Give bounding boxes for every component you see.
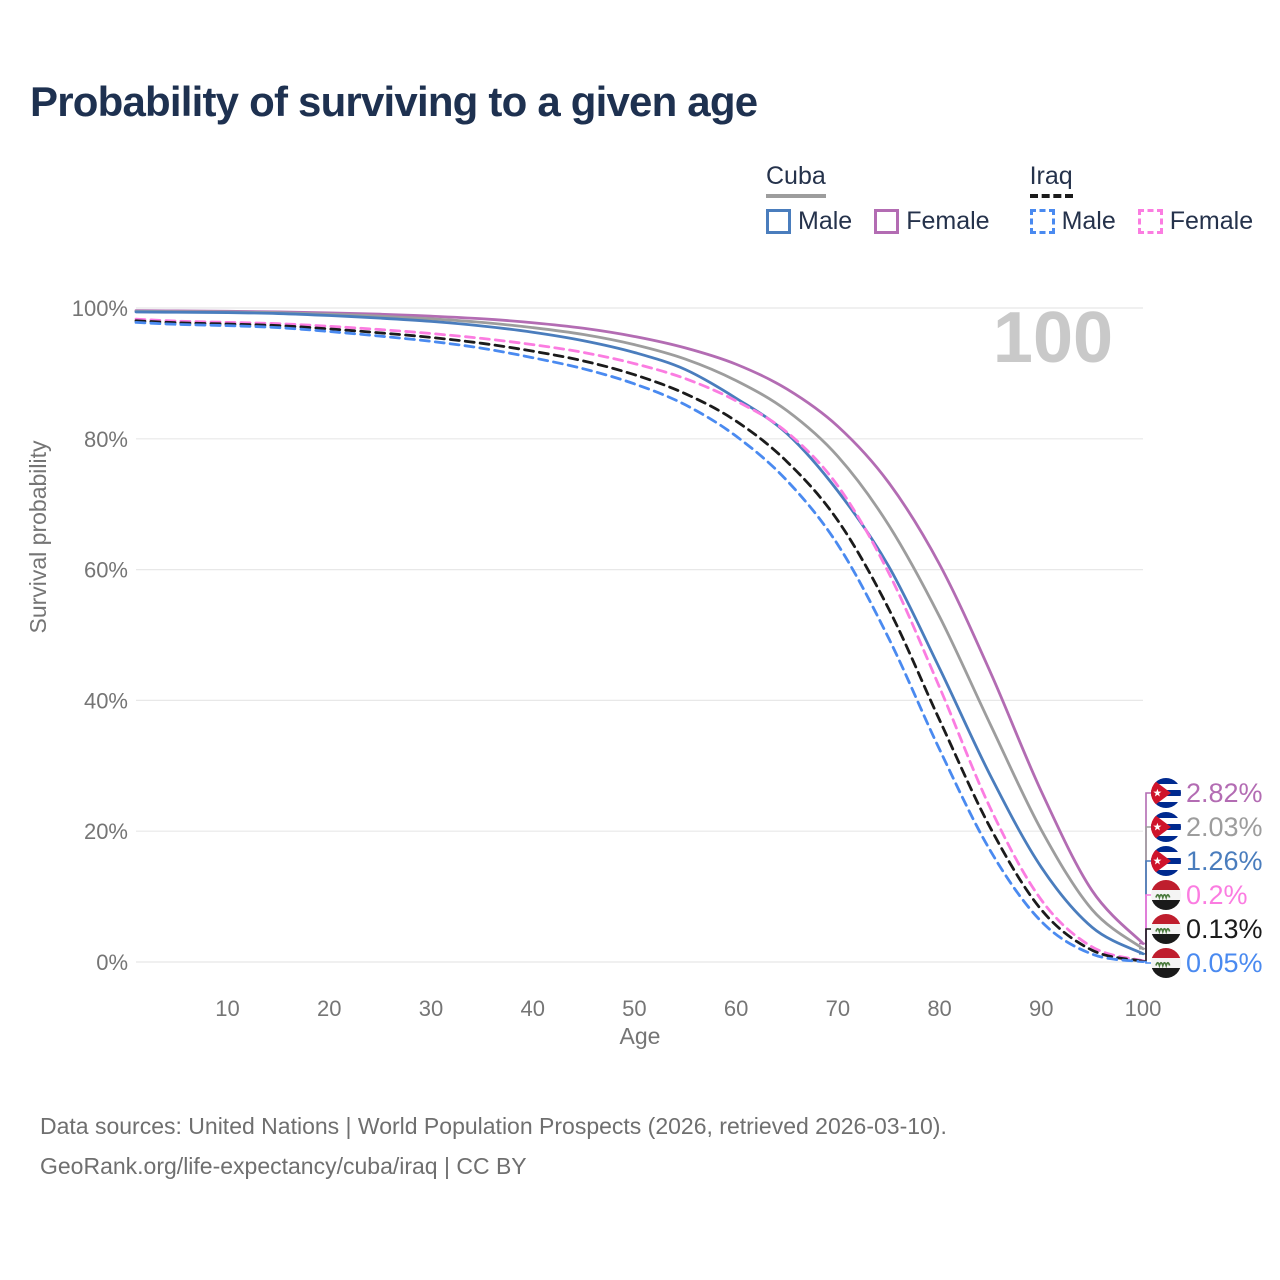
cuba-flag-icon [1151, 812, 1181, 842]
attribution-line: GeoRank.org/life-expectancy/cuba/iraq | … [40, 1153, 527, 1179]
data-sources-line: Data sources: United Nations | World Pop… [40, 1113, 947, 1139]
x-tick-50: 50 [622, 996, 646, 1021]
legend-group-cuba: Cuba Male Female [766, 162, 990, 236]
cuba-flag-icon [1151, 846, 1181, 876]
x-tick-10: 10 [215, 996, 239, 1021]
leader-line-iraq-female [1139, 894, 1151, 962]
y-tick-60: 60% [84, 558, 128, 583]
x-tick-20: 20 [317, 996, 341, 1021]
x-tick-40: 40 [520, 996, 544, 1021]
legend: Cuba Male Female Iraq Male [766, 162, 1253, 236]
legend-header-cuba[interactable]: Cuba [766, 162, 826, 198]
legend-header-iraq[interactable]: Iraq [1029, 162, 1073, 198]
x-tick-70: 70 [826, 996, 850, 1021]
end-label-cuba-male: 1.26% [1186, 846, 1263, 876]
leader-line-iraq-male [1139, 960, 1151, 964]
end-label-cuba: 2.03% [1186, 812, 1263, 842]
footer: Data sources: United Nations | World Pop… [40, 1106, 947, 1186]
x-tick-80: 80 [927, 996, 951, 1021]
leader-line-iraq [1139, 928, 1151, 962]
cuba-flag-icon [1151, 778, 1181, 808]
iraq-female-swatch [1137, 209, 1163, 234]
leader-line-cuba-female [1139, 792, 1151, 945]
series-line-iraq-male[interactable] [134, 320, 1145, 964]
series-line-iraq[interactable] [134, 319, 1145, 963]
iraq-flag-icon [1151, 880, 1181, 910]
iraq-male-swatch [1029, 209, 1055, 234]
legend-item-cuba-male[interactable]: Male [766, 207, 852, 236]
y-tick-40: 40% [84, 688, 128, 713]
leader-line-cuba [1139, 826, 1151, 950]
series-lines [134, 309, 1145, 964]
x-axis-ticks: 10 20 30 40 50 60 70 80 90 100 [215, 996, 1161, 1021]
legend-label-cuba-female: Female [906, 207, 990, 235]
x-tick-60: 60 [724, 996, 748, 1021]
legend-label-cuba-male: Male [798, 207, 853, 235]
x-tick-30: 30 [419, 996, 443, 1021]
legend-items-iraq: Male Female [1029, 207, 1254, 236]
x-axis-label: Age [620, 1023, 661, 1049]
iraq-flag-icon [1151, 948, 1181, 978]
iraq-flag-icon [1151, 914, 1181, 944]
series-line-iraq-female[interactable] [134, 317, 1145, 963]
y-axis-label: Survival probability [25, 440, 51, 634]
hovered-age-annotation: 100 [993, 298, 1113, 378]
series-line-cuba-male[interactable] [134, 310, 1145, 956]
legend-label-iraq-female: Female [1169, 207, 1254, 235]
y-axis-ticks: 100% 80% 60% 40% 20% 0% [72, 296, 128, 975]
end-label-iraq-male: 0.05% [1186, 948, 1263, 978]
legend-item-iraq-female[interactable]: Female [1137, 207, 1254, 236]
x-tick-90: 90 [1029, 996, 1053, 1021]
end-labels: 2.82% 2.03% 1.26% 0.2% 0.13% 0.05% [1139, 778, 1263, 978]
cuba-male-swatch [766, 209, 791, 234]
y-tick-80: 80% [84, 427, 128, 452]
legend-item-iraq-male[interactable]: Male [1029, 207, 1116, 236]
end-label-cuba-female: 2.82% [1186, 778, 1263, 808]
x-tick-100: 100 [1125, 996, 1162, 1021]
y-tick-100: 100% [72, 296, 128, 321]
series-line-cuba-female[interactable] [134, 309, 1145, 945]
end-label-iraq: 0.13% [1186, 914, 1263, 944]
gridlines [136, 307, 1143, 963]
legend-label-iraq-male: Male [1061, 207, 1116, 235]
y-tick-0: 0% [96, 950, 128, 975]
page-title: Probability of surviving to a given age [30, 78, 758, 125]
y-tick-20: 20% [84, 819, 128, 844]
legend-group-iraq: Iraq Male Female [1029, 162, 1254, 236]
cuba-female-swatch [874, 209, 900, 234]
legend-items-cuba: Male Female [766, 207, 990, 236]
end-label-iraq-female: 0.2% [1186, 880, 1248, 910]
legend-item-cuba-female[interactable]: Female [874, 207, 990, 236]
